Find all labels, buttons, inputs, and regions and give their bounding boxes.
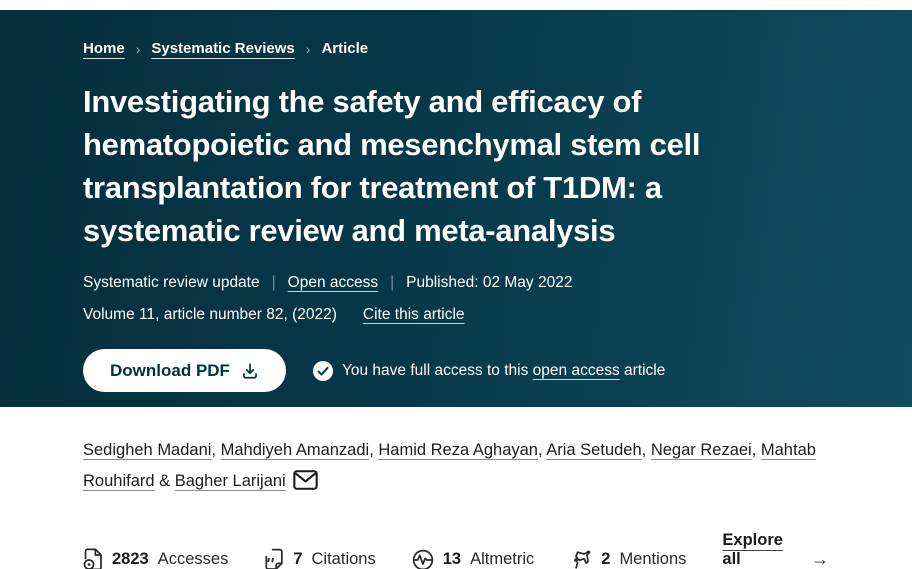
- author-link[interactable]: Negar Rezaei: [650, 441, 752, 459]
- author-link[interactable]: Hamid Reza Aghayan: [378, 441, 538, 459]
- article-title: Investigating the safety and efficacy of…: [83, 84, 701, 248]
- breadcrumb: Home › Systematic Reviews › Article: [83, 40, 829, 57]
- check-circle-icon: [312, 360, 333, 381]
- metric-value: 2823: [112, 550, 149, 568]
- author-separator: ,: [537, 441, 547, 459]
- author-separator: ,: [751, 441, 761, 459]
- chevron-right-icon: ›: [135, 40, 141, 57]
- meta-divider: |: [271, 274, 276, 291]
- meta-divider: |: [390, 274, 395, 291]
- metrics-bar: 2823 Accesses 7 Citations: [83, 531, 829, 569]
- volume-row: Volume 11, article number 82, (2022) Cit…: [83, 306, 829, 324]
- authors-metrics-section: Sedigheh Madani, Mahdiyeh Amanzadi, Hami…: [0, 407, 912, 569]
- pulse-circle-icon: [412, 549, 434, 569]
- breadcrumb-current: Article: [321, 40, 369, 57]
- breadcrumb-journal-link[interactable]: Systematic Reviews: [151, 40, 295, 57]
- metric-altmetric: 13 Altmetric: [412, 549, 535, 569]
- metric-label: Citations: [311, 550, 376, 568]
- metric-value: 13: [442, 550, 462, 568]
- metric-label: Mentions: [619, 550, 687, 568]
- download-icon: [241, 362, 259, 380]
- megaphone-icon: [570, 549, 592, 569]
- metric-accesses: 2823 Accesses: [83, 548, 228, 569]
- article-meta-row: Systematic review update | Open access |…: [83, 274, 829, 292]
- document-eye-icon: [83, 548, 103, 569]
- metric-label: Altmetric: [470, 550, 535, 568]
- arrow-right-icon: →: [811, 549, 829, 569]
- metric-citations: 7 Citations: [264, 548, 376, 569]
- author-separator: ,: [641, 441, 651, 459]
- download-pdf-button[interactable]: Download PDF: [83, 349, 286, 392]
- chevron-right-icon: ›: [305, 40, 311, 57]
- breadcrumb-home-link[interactable]: Home: [83, 40, 125, 57]
- author-link[interactable]: Bagher Larijani: [174, 472, 286, 490]
- metric-mentions: 2 Mentions: [570, 549, 686, 569]
- explore-all-metrics-link[interactable]: Explore all metrics →: [722, 531, 829, 569]
- download-pdf-label: Download PDF: [110, 360, 230, 380]
- author-link[interactable]: Sedigheh Madani: [83, 441, 212, 459]
- envelope-icon[interactable]: [293, 470, 318, 501]
- document-quote-icon: [264, 548, 284, 569]
- cite-this-article-link[interactable]: Cite this article: [362, 306, 465, 323]
- explore-all-metrics-label: Explore all metrics: [722, 531, 783, 568]
- author-separator: ,: [211, 441, 221, 459]
- volume-info: Volume 11, article number 82, (2022): [83, 306, 337, 323]
- metric-value: 7: [293, 550, 303, 568]
- article-type-label: Systematic review update: [83, 274, 260, 291]
- open-access-link[interactable]: Open access: [287, 274, 379, 291]
- access-prefix: You have full access to this: [341, 361, 529, 379]
- access-suffix: article: [624, 361, 666, 379]
- access-note-text: You have full access to this open access…: [342, 362, 665, 380]
- author-link[interactable]: Aria Setudeh: [546, 441, 642, 459]
- metric-value: 2: [601, 550, 611, 568]
- published-date: Published: 02 May 2022: [406, 274, 573, 291]
- author-link[interactable]: Mahdiyeh Amanzadi: [220, 441, 370, 459]
- author-separator: ,: [369, 441, 379, 459]
- author-ampersand: &: [154, 472, 175, 490]
- article-hero-header: Home › Systematic Reviews › Article Inve…: [0, 10, 912, 407]
- full-access-note: You have full access to this open access…: [312, 360, 665, 381]
- metric-label: Accesses: [157, 550, 229, 568]
- open-access-note-link[interactable]: open access: [532, 361, 620, 379]
- header-actions: Download PDF You have full access: [83, 349, 829, 392]
- author-list: Sedigheh Madani, Mahdiyeh Amanzadi, Hami…: [83, 435, 829, 501]
- author-link[interactable]: Mahtab Rouhifard: [83, 441, 816, 490]
